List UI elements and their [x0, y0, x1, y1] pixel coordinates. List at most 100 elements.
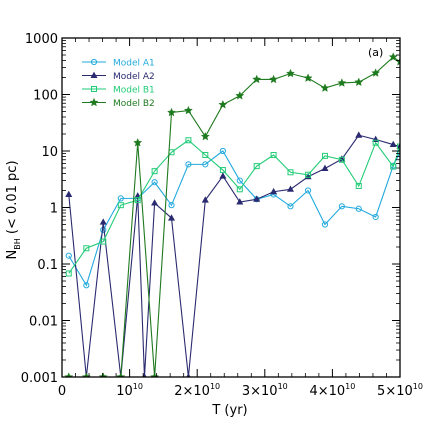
y-tick-label: 10 [41, 145, 58, 160]
series-model-b2 [64, 52, 400, 377]
data-point-circle [117, 195, 124, 202]
x-tick-label-base: 0 [58, 384, 66, 399]
data-point-square [236, 186, 243, 193]
data-point-star [235, 91, 245, 100]
data-point-star [303, 73, 313, 82]
data-point-triangle [270, 187, 278, 195]
legend-item: Model B2 [82, 97, 155, 109]
data-point-square [372, 139, 379, 146]
data-point-circle [90, 58, 98, 66]
data-point-triangle [201, 196, 209, 203]
data-point-triangle [321, 164, 329, 172]
y-axis-label-main: N [5, 250, 20, 260]
x-tick-label-base: 2×10 [174, 384, 210, 399]
data-point-square [305, 171, 312, 178]
data-point-square [355, 183, 362, 190]
data-point-star [269, 74, 279, 84]
data-point-square [117, 202, 124, 209]
y-tick-label: 1 [50, 202, 58, 217]
data-point-square [219, 167, 226, 174]
data-point-star [252, 74, 262, 84]
data-point-square [151, 168, 158, 175]
data-point-triangle [99, 218, 107, 225]
legend: Model A1 Model A2 Model B1 Model B2 [82, 59, 155, 109]
data-point-square [185, 137, 192, 144]
data-point-square [287, 169, 294, 176]
data-point-triangle [253, 195, 261, 202]
data-point-star [388, 52, 398, 61]
data-point-star [64, 372, 74, 377]
legend-label: Model B1 [113, 86, 155, 96]
x-tick-label-base: 10 [116, 384, 133, 399]
x-tick-label-base: 4×10 [309, 384, 345, 399]
y-axis-label-rest: (< 0.01 pc) [5, 160, 20, 238]
data-point-circle [100, 226, 107, 234]
series-model-b1 [65, 137, 400, 277]
data-point-circle [151, 179, 158, 186]
x-tick-label-exp: 10 [278, 382, 288, 391]
x-tick-label: 5×1010 [377, 382, 423, 399]
data-point-circle [304, 187, 312, 194]
data-point-triangle [236, 198, 244, 205]
data-point-triangle [355, 131, 363, 138]
data-point-star [183, 105, 193, 115]
data-point-circle [372, 213, 379, 221]
data-point-square [270, 151, 277, 158]
data-point-square [83, 245, 90, 252]
data-point-square [338, 156, 345, 163]
data-point-triangle [65, 190, 73, 197]
data-point-square [390, 163, 397, 170]
data-point-triangle [219, 172, 227, 179]
x-tick-label-base: 5×10 [377, 384, 413, 399]
data-point-triangle [286, 185, 294, 192]
data-point-circle [65, 252, 72, 259]
x-tick-label: 1010 [116, 382, 143, 399]
data-point-star [133, 138, 143, 147]
data-point-star [285, 68, 295, 78]
data-point-star [218, 99, 228, 109]
legend-label: Model A1 [113, 59, 155, 69]
legend-label: Model A2 [113, 72, 155, 82]
x-tick-label-base: 3×10 [242, 384, 278, 399]
data-point-star [337, 78, 347, 87]
data-point-circle [219, 147, 226, 155]
y-tick-label: 1000 [25, 32, 58, 47]
data-point-star [200, 131, 210, 141]
data-point-square [202, 151, 209, 158]
data-point-star [167, 107, 177, 117]
data-point-triangle [389, 140, 397, 148]
series-model-a1 [65, 147, 400, 289]
data-point-square [321, 152, 328, 159]
data-point-circle [83, 282, 90, 289]
data-point-circle [236, 177, 243, 184]
legend-item: Model A2 [82, 71, 155, 82]
data-point-triangle [90, 71, 98, 78]
data-point-square [253, 163, 260, 170]
x-tick-label: 2×1010 [174, 382, 220, 399]
panel-label: (a) [368, 46, 383, 59]
data-point-square [397, 143, 400, 150]
series-layer [64, 52, 400, 377]
data-point-triangle [151, 199, 159, 206]
series-line [68, 139, 400, 274]
legend-item: Model A1 [82, 59, 155, 69]
data-point-circle [202, 161, 209, 168]
series-line [68, 134, 400, 377]
data-point-circle [168, 202, 175, 209]
y-tick-label: 0.01 [29, 315, 58, 330]
series-line [68, 150, 400, 287]
y-axis-label-sub: BH [13, 238, 22, 250]
data-point-square [134, 197, 141, 204]
legend-item: Model B1 [82, 86, 155, 96]
data-point-star [98, 372, 108, 377]
data-point-square [100, 238, 107, 245]
x-tick-label: 3×1010 [242, 382, 288, 399]
x-tick-label-exp: 10 [133, 382, 143, 391]
x-tick-label-exp: 10 [413, 382, 423, 391]
data-point-star [116, 372, 126, 377]
data-point-triangle [168, 214, 176, 221]
data-point-star [354, 77, 364, 87]
x-tick-label: 4×1010 [309, 382, 355, 399]
